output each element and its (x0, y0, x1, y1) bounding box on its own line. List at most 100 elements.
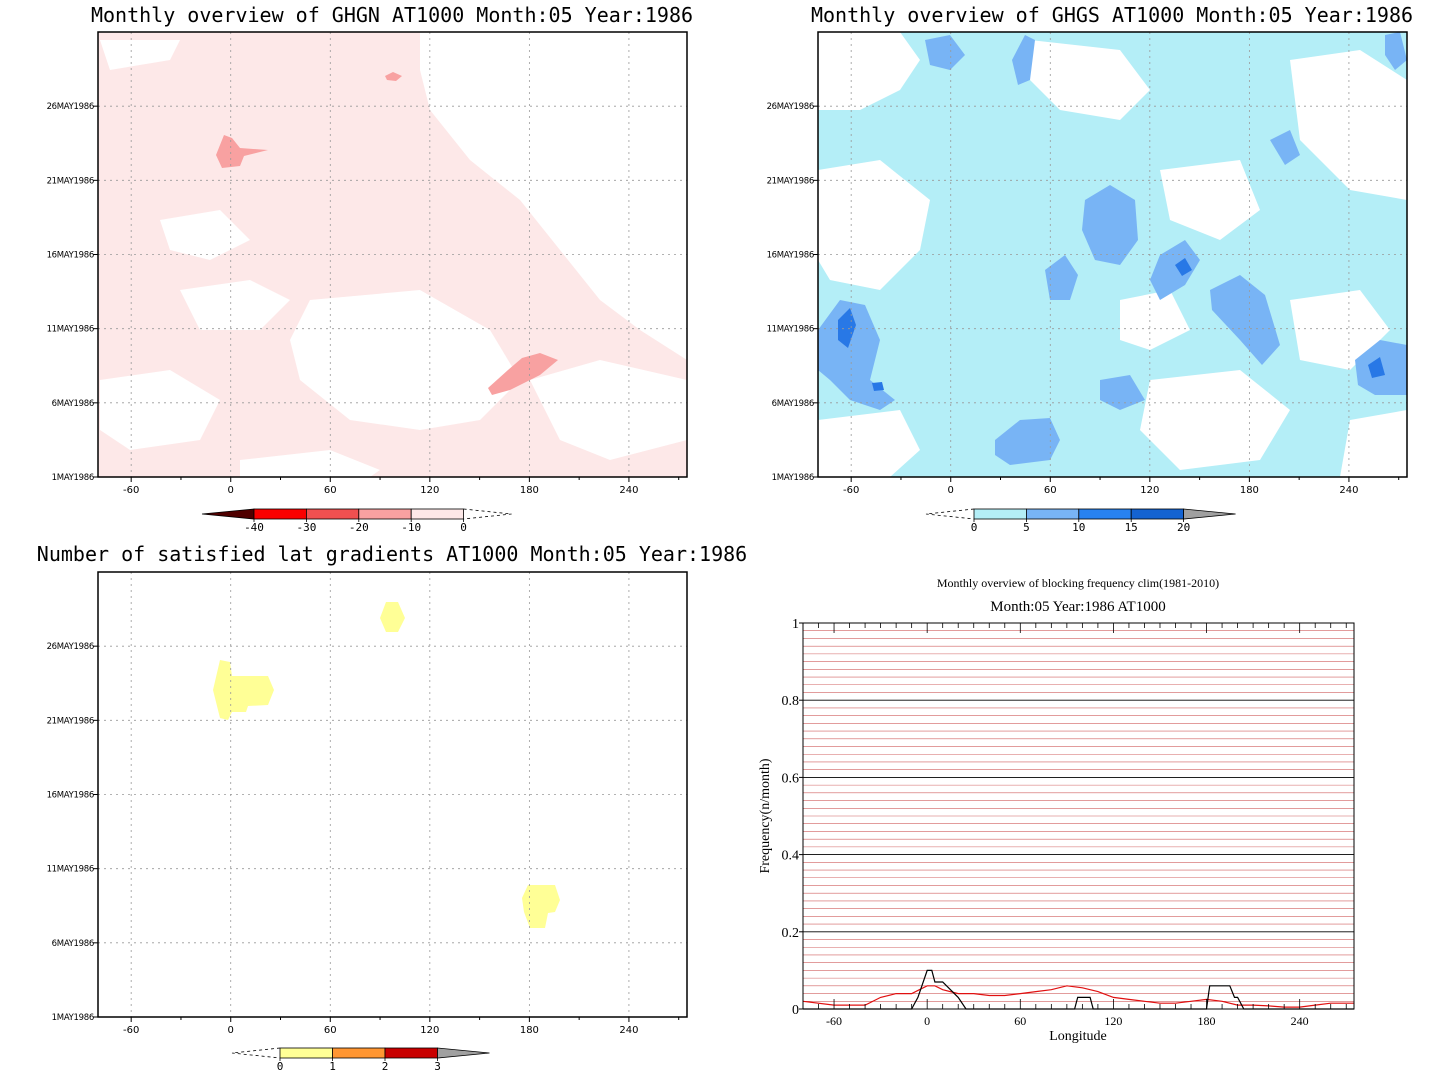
ghgn-white-region (160, 210, 250, 260)
ghgs-y-tick-label: 11MAY1986 (767, 325, 814, 335)
chart-y-tick-label: 0.2 (782, 926, 800, 941)
ghgs-title: Monthly overview of GHGS AT1000 Month:05… (811, 3, 1413, 27)
ghgn-colorbar-label: 0 (460, 521, 467, 534)
ghgs-mid-blob (1385, 32, 1407, 70)
ghgs-colorbar-swatch (1130, 508, 1184, 520)
chart-x-tick-label: 240 (1291, 1014, 1309, 1028)
chart-title: Monthly overview of blocking frequency c… (937, 576, 1219, 590)
ghgs-white-region (1140, 370, 1290, 470)
ghgn-white-region (180, 280, 290, 330)
chart-series (802, 969, 1354, 1010)
chart-subtitle: Month:05 Year:1986 AT1000 (990, 599, 1165, 615)
chart-frame (802, 622, 1355, 1010)
ghgs-x-tick-label: 60 (1044, 485, 1057, 496)
grad-panel: Number of satisfied lat gradients AT1000… (37, 542, 747, 1073)
ghgn-y-tick-label: 16MAY1986 (47, 251, 94, 261)
grad-colorbar-swatch (384, 1047, 438, 1059)
ghgs-x-tick-label: 0 (948, 485, 954, 496)
ghgs-white-region (1120, 290, 1190, 350)
ghgn-colorbar-label: -40 (244, 521, 264, 534)
ghgs-colorbar-swatch (973, 508, 1027, 520)
chart-series-line-observed (803, 969, 1354, 1010)
ghgs-dark-blob (1175, 258, 1192, 276)
ghgn-y-axis: 1MAY1986 6MAY1986 11MAY1986 16MAY1986 21MAY1… (47, 102, 98, 483)
ghgs-x-axis: -60 0 60 120 180 240 (843, 477, 1400, 496)
ghgs-panel: Monthly overview of GHGS AT1000 Month:05… (767, 3, 1413, 534)
ghgs-mid-blob (995, 418, 1060, 465)
ghgs-y-tick-label: 1MAY1986 (772, 473, 814, 483)
ghgn-colorbar-label: -20 (349, 521, 369, 534)
ghgn-x-tick-label: -60 (123, 485, 139, 496)
grad-x-tick-label: 120 (420, 1025, 439, 1036)
ghgs-y-axis: 1MAY1986 6MAY1986 11MAY1986 16MAY1986 21MAY1… (767, 102, 818, 483)
grad-x-tick-label: 180 (520, 1025, 539, 1036)
grad-colorbar-label: 2 (382, 1060, 389, 1073)
ghgs-mid-blob (818, 300, 895, 410)
ghgs-white-region (818, 32, 920, 110)
grad-colorbar-swatch (279, 1047, 333, 1059)
ghgs-mid-blob (1082, 185, 1138, 265)
ghgs-mid-blob (1012, 35, 1035, 85)
ghgn-colorbar-swatch (358, 508, 412, 520)
ghgn-contours (100, 32, 687, 477)
ghgs-white-region (1340, 410, 1407, 477)
ghgs-white-region (1030, 40, 1150, 120)
ghgs-mid-blob (1210, 275, 1280, 365)
chart-x-axis: -60 0 60 120 180 240 (818, 623, 1347, 1028)
ghgs-white-region (818, 160, 930, 290)
grad-y-tick-label: 21MAY1986 (47, 716, 94, 726)
ghgn-white-region (240, 450, 380, 477)
grad-colorbar-low-triangle (231, 1047, 281, 1059)
ghgn-x-tick-label: 180 (520, 485, 539, 496)
ghgs-mid-blob (1045, 255, 1078, 300)
grad-y-tick-label: 16MAY1986 (47, 791, 94, 801)
ghgs-y-tick-label: 26MAY1986 (767, 102, 814, 112)
ghgs-colorbar-label: 20 (1177, 521, 1190, 534)
ghgn-colorbar-high-triangle (463, 508, 512, 520)
ghgs-x-tick-label: 120 (1140, 485, 1159, 496)
grad-x-axis: -60 0 60 120 180 240 (123, 1017, 680, 1036)
ghgs-colorbar-label: 5 (1023, 521, 1030, 534)
ghgn-white-region (290, 290, 520, 430)
ghgn-colorbar-swatch (253, 508, 307, 520)
chart-y-tick-label: 0.6 (782, 771, 800, 786)
chart-y-tick-label: 0 (792, 1003, 799, 1018)
ghgs-colorbar-swatch (1078, 508, 1132, 520)
ghgn-y-tick-label: 26MAY1986 (47, 102, 94, 112)
ghgs-x-tick-label: -60 (843, 485, 859, 496)
ghgs-colorbar: 0 5 10 15 20 (925, 508, 1236, 534)
chart-y-label: Frequency(n/month) (758, 758, 773, 873)
ghgs-colorbar-label: 10 (1072, 521, 1085, 534)
ghgs-y-tick-label: 21MAY1986 (767, 176, 814, 186)
ghgn-y-tick-label: 6MAY1986 (52, 399, 94, 409)
grad-y-axis: 1MAY1986 6MAY1986 11MAY1986 16MAY1986 21MAY1… (47, 642, 98, 1023)
ghgs-colorbar-label: 15 (1125, 521, 1138, 534)
ghgn-x-tick-label: 120 (420, 485, 439, 496)
ghgs-dark-blob (872, 382, 884, 391)
ghgn-title: Monthly overview of GHGN AT1000 Month:05… (91, 3, 693, 27)
grad-colorbar-label: 1 (329, 1060, 336, 1073)
grad-colorbar-swatch (332, 1047, 386, 1059)
ghgn-white-region (100, 40, 180, 70)
ghgn-colorbar-swatch (410, 508, 465, 520)
ghgn-colorbar-low-triangle (201, 508, 255, 520)
chart-x-tick-label: 60 (1014, 1014, 1026, 1028)
ghgs-white-region (818, 410, 920, 477)
ghgs-dark-blob (1368, 357, 1385, 378)
chart-x-label: Longitude (1049, 1029, 1107, 1044)
ghgs-y-tick-label: 16MAY1986 (767, 251, 814, 261)
ghgs-white-region (1290, 50, 1407, 200)
grad-grid (98, 572, 687, 1017)
grad-y-tick-label: 6MAY1986 (52, 939, 94, 949)
ghgn-colorbar-swatch (305, 508, 360, 520)
grad-colorbar-label: 0 (277, 1060, 284, 1073)
grad-colorbar-label: 3 (434, 1060, 441, 1073)
ghgs-grid (818, 32, 1407, 477)
ghgs-white-region (1290, 290, 1390, 370)
ghgn-x-axis: -60 0 60 120 180 240 (123, 477, 680, 496)
chart-y-axis: 0 0.2 0.4 0.6 0.8 1 (782, 617, 803, 1018)
ghgs-colorbar-label: 0 (971, 521, 978, 534)
ghgn-y-tick-label: 1MAY1986 (52, 473, 94, 483)
ghgs-x-tick-label: 240 (1339, 485, 1358, 496)
